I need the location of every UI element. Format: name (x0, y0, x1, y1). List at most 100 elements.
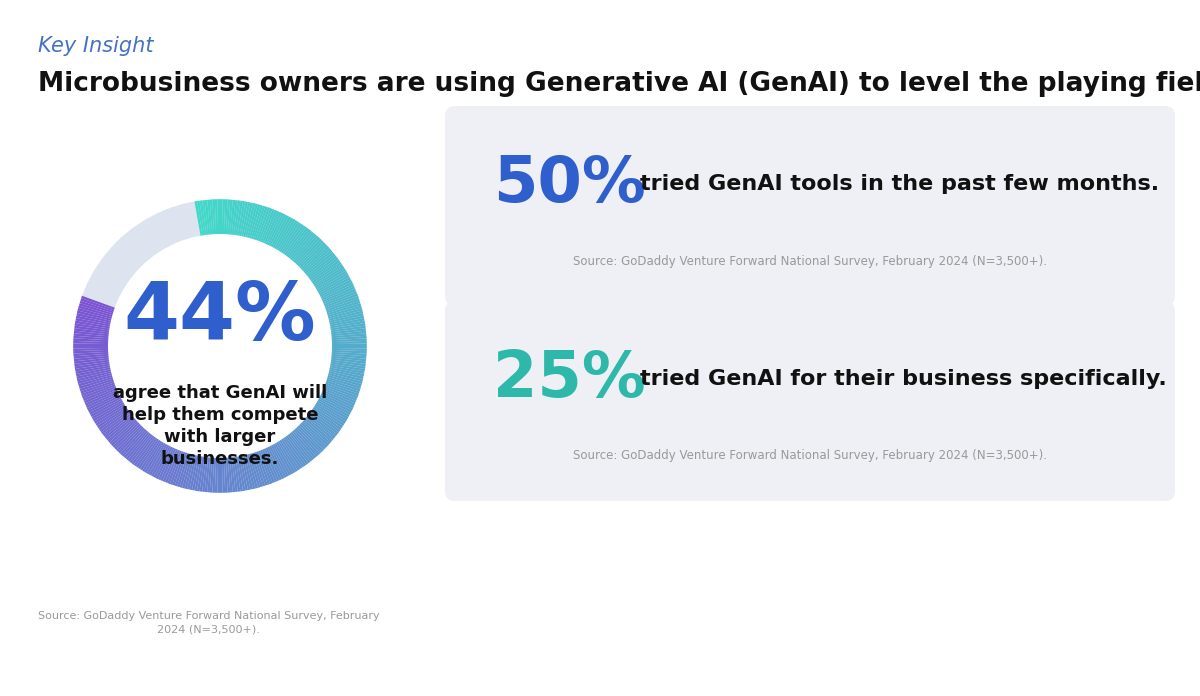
Wedge shape (74, 367, 110, 377)
Wedge shape (76, 313, 110, 323)
Wedge shape (312, 409, 343, 431)
Wedge shape (330, 363, 366, 372)
Wedge shape (72, 198, 368, 494)
Wedge shape (331, 323, 366, 331)
Wedge shape (258, 207, 274, 242)
Wedge shape (281, 222, 302, 253)
Wedge shape (313, 407, 344, 429)
Wedge shape (324, 386, 358, 402)
Wedge shape (234, 457, 240, 493)
Wedge shape (304, 247, 331, 273)
Wedge shape (80, 384, 115, 399)
Text: agree that GenAI will: agree that GenAI will (113, 384, 328, 402)
Wedge shape (260, 450, 276, 484)
Wedge shape (276, 442, 296, 474)
Wedge shape (314, 404, 347, 425)
Wedge shape (286, 436, 310, 466)
Text: tried GenAI for their business specifically.: tried GenAI for their business specifica… (640, 369, 1166, 389)
Wedge shape (220, 458, 222, 494)
Wedge shape (226, 458, 230, 493)
Wedge shape (88, 397, 121, 416)
Wedge shape (324, 384, 359, 399)
Wedge shape (240, 456, 248, 492)
Wedge shape (257, 451, 271, 486)
Circle shape (110, 236, 330, 456)
Wedge shape (162, 449, 178, 483)
Wedge shape (74, 363, 109, 372)
Wedge shape (271, 214, 289, 247)
Wedge shape (300, 422, 329, 449)
Wedge shape (319, 279, 353, 297)
Wedge shape (308, 255, 338, 278)
FancyBboxPatch shape (445, 106, 1175, 306)
Wedge shape (133, 436, 156, 467)
Wedge shape (331, 331, 367, 336)
Wedge shape (76, 370, 110, 379)
Wedge shape (314, 265, 346, 287)
Wedge shape (194, 457, 203, 492)
Wedge shape (190, 456, 199, 491)
Wedge shape (169, 451, 184, 486)
Wedge shape (248, 454, 260, 489)
Wedge shape (329, 313, 365, 323)
Wedge shape (265, 211, 282, 244)
Wedge shape (290, 432, 316, 461)
Wedge shape (300, 243, 329, 269)
Wedge shape (76, 310, 112, 321)
Wedge shape (222, 458, 226, 494)
Wedge shape (331, 358, 367, 364)
Text: 44%: 44% (124, 279, 317, 357)
Wedge shape (107, 418, 136, 443)
Wedge shape (254, 205, 268, 240)
Wedge shape (330, 320, 366, 329)
Wedge shape (264, 209, 280, 244)
Wedge shape (323, 390, 356, 406)
Wedge shape (332, 346, 368, 349)
Wedge shape (114, 424, 140, 450)
Wedge shape (122, 431, 148, 459)
Wedge shape (96, 407, 127, 429)
Wedge shape (244, 201, 253, 237)
Wedge shape (248, 203, 260, 238)
Wedge shape (313, 263, 344, 285)
Wedge shape (258, 450, 274, 485)
Wedge shape (78, 379, 114, 392)
Wedge shape (72, 346, 108, 349)
Wedge shape (314, 267, 347, 288)
Wedge shape (72, 338, 108, 342)
Wedge shape (319, 395, 353, 413)
Wedge shape (232, 457, 238, 493)
Wedge shape (268, 212, 284, 245)
Wedge shape (98, 410, 130, 433)
Wedge shape (330, 318, 366, 326)
Wedge shape (79, 381, 114, 394)
Wedge shape (254, 452, 268, 487)
Wedge shape (72, 333, 108, 338)
Wedge shape (224, 458, 228, 494)
Wedge shape (306, 416, 335, 441)
Wedge shape (194, 200, 203, 236)
Wedge shape (104, 416, 134, 441)
Wedge shape (312, 261, 343, 283)
Wedge shape (290, 231, 316, 260)
Wedge shape (332, 338, 368, 342)
Wedge shape (323, 288, 358, 304)
Wedge shape (202, 199, 209, 235)
Wedge shape (150, 445, 169, 478)
Wedge shape (331, 354, 367, 359)
Wedge shape (298, 425, 325, 452)
Wedge shape (202, 457, 209, 493)
Wedge shape (192, 456, 200, 492)
Wedge shape (295, 236, 320, 264)
Wedge shape (215, 458, 218, 494)
Wedge shape (215, 198, 218, 234)
Wedge shape (298, 239, 325, 267)
Wedge shape (128, 434, 152, 464)
Wedge shape (324, 290, 358, 306)
Wedge shape (72, 348, 108, 351)
Wedge shape (76, 371, 112, 382)
Wedge shape (240, 200, 248, 236)
Wedge shape (86, 395, 120, 413)
Wedge shape (264, 448, 280, 482)
Wedge shape (251, 453, 263, 489)
